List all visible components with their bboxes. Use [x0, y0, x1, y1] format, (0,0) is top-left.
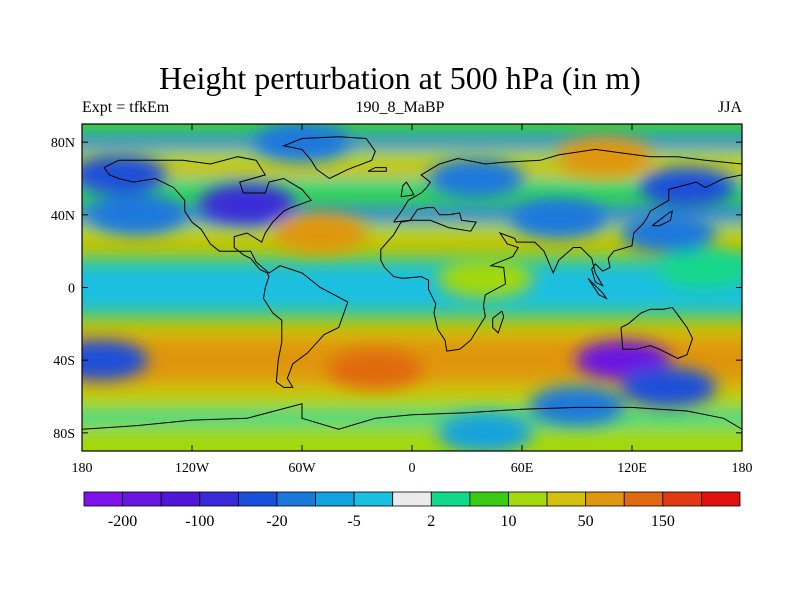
colorbar-label: -20: [266, 513, 287, 530]
field-anomaly: [327, 349, 424, 390]
coastline: [400, 181, 415, 198]
coastline: [281, 136, 376, 179]
field-anomaly: [437, 412, 533, 451]
y-tick-label: 40S: [53, 354, 75, 369]
coastline: [651, 210, 673, 227]
colorbar-swatch: [701, 491, 741, 507]
colorbar-swatch: [546, 491, 587, 507]
colorbar-label: 150: [651, 513, 675, 530]
contour-field: [82, 124, 742, 451]
coastline: [620, 306, 694, 359]
colorbar-swatch: [160, 491, 201, 507]
field-anomaly: [272, 213, 369, 253]
colorbar-swatch: [662, 491, 702, 507]
colorbar: -200 -100 -20 -5 2 10 50 150: [83, 491, 741, 530]
field-band: [82, 323, 742, 340]
x-tick-label: 180: [72, 461, 93, 476]
colorbar-swatch: [392, 491, 432, 507]
field-anomaly: [621, 213, 717, 253]
colorbar-swatch: [623, 491, 664, 507]
colorbar-swatch: [315, 491, 355, 507]
colorbar-label: -100: [185, 513, 214, 530]
field-anomaly: [82, 154, 167, 195]
field-band: [82, 425, 742, 441]
colorbar-label: 2: [427, 513, 435, 530]
colorbar-swatch: [585, 491, 625, 507]
colorbar-swatch: [430, 491, 471, 507]
coastline: [82, 403, 742, 430]
x-tick-label: 120E: [617, 461, 647, 476]
field-anomaly: [511, 198, 607, 239]
field-band: [82, 251, 742, 267]
y-tick-label: 0: [68, 282, 75, 297]
field-band: [82, 265, 742, 282]
coastline: [587, 278, 608, 300]
field-anomaly: [254, 124, 350, 163]
coastline: [492, 310, 505, 334]
coastlines: [82, 136, 742, 430]
colorbar-swatch: [508, 491, 548, 507]
coastline: [103, 156, 349, 388]
colorbar-swatch: [237, 491, 278, 507]
x-tick-label: 120W: [175, 461, 210, 476]
field-band: [82, 411, 742, 427]
x-tick-label: 60E: [511, 461, 534, 476]
y-tick-label: 40N: [51, 209, 75, 224]
colorbar-swatch: [83, 491, 123, 507]
run-label: 190_8_MaBP: [355, 99, 445, 116]
field-anomaly: [82, 340, 148, 381]
field-band: [82, 309, 742, 325]
x-tick-label: 0: [409, 461, 416, 476]
field-anomaly: [657, 249, 742, 290]
field-anomaly: [89, 194, 185, 235]
colorbar-label: -5: [347, 513, 360, 530]
field-anomaly: [529, 385, 625, 426]
field-band: [82, 135, 742, 150]
field-anomalies: [82, 124, 742, 451]
x-tick-label: 180: [732, 461, 753, 476]
colorbar-label: -200: [108, 513, 137, 530]
field-anomaly: [556, 136, 653, 177]
colorbar-label: 50: [578, 513, 594, 530]
field-anomaly: [437, 258, 533, 299]
coastline: [380, 148, 742, 352]
colorbar-swatch: [353, 491, 394, 507]
field-band: [82, 124, 742, 137]
colorbar-swatch: [469, 491, 509, 507]
experiment-label: Expt = tfkEm: [82, 99, 170, 116]
colorbar-swatch: [199, 491, 239, 507]
colorbar-swatch: [276, 491, 316, 507]
field-anomaly: [621, 367, 717, 408]
chart-title: Height perturbation at 500 hPa (in m): [159, 60, 641, 96]
colorbar-swatch: [122, 491, 162, 507]
field-bands: [82, 124, 742, 451]
field-band: [82, 294, 742, 311]
y-tick-label: 80N: [51, 136, 75, 151]
field-band: [82, 338, 742, 354]
coastline: [367, 167, 387, 172]
field-anomaly: [428, 158, 524, 199]
field-anomaly: [199, 183, 295, 224]
season-label: JJA: [717, 99, 742, 116]
field-anomaly: [639, 167, 735, 208]
axes: 180 120W 60W 0 60E 120E 180 80N 40N 0 40S 80S: [51, 124, 753, 476]
colorbar-label: 10: [500, 513, 516, 530]
x-tick-label: 60W: [288, 461, 316, 476]
field-band: [82, 236, 742, 253]
y-tick-label: 80S: [53, 427, 75, 442]
field-band: [82, 280, 742, 296]
